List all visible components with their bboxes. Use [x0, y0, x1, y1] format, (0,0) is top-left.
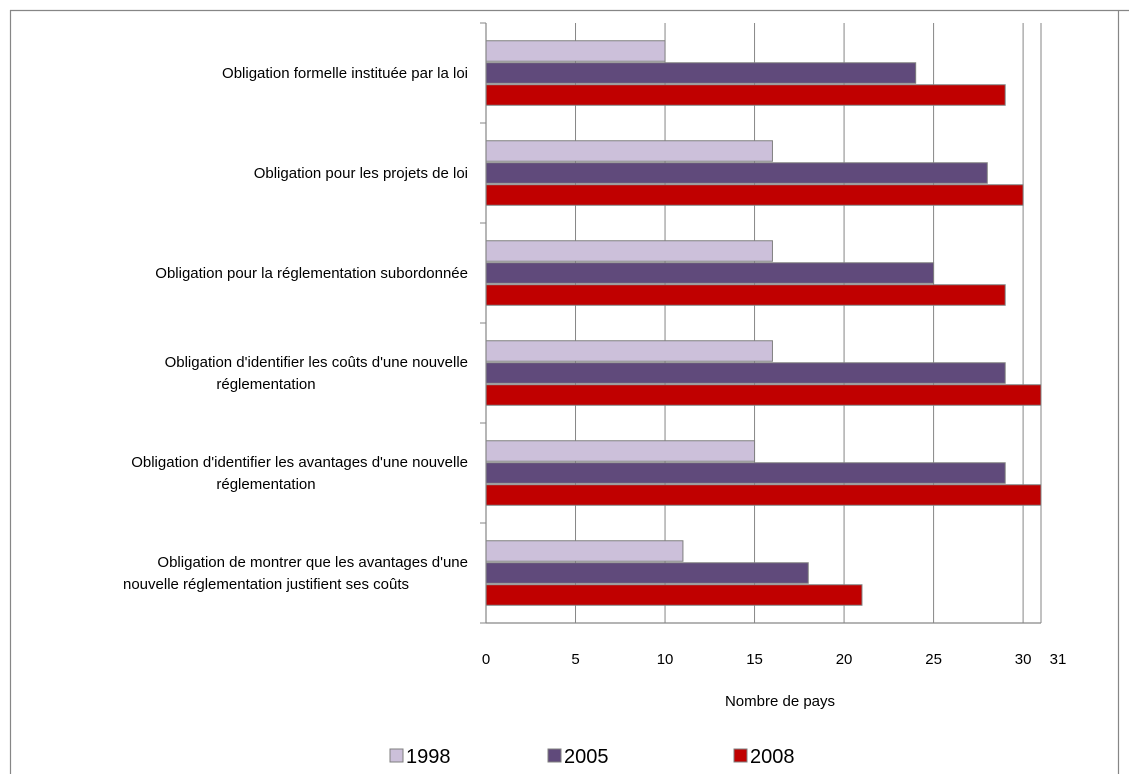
bar-2008-cat-5 — [485, 484, 1042, 506]
bar-2008-cat-6 — [485, 584, 863, 606]
x-tick-label-5: 5 — [571, 651, 579, 668]
legend-label-2005: 2005 — [564, 746, 609, 768]
bar-2008-cat-1 — [485, 84, 1006, 106]
bar-1998-cat-3 — [485, 240, 773, 262]
bar-1998-cat-1 — [485, 40, 666, 62]
x-tick-label-20: 20 — [836, 651, 853, 668]
category-label-3: Obligation pour la réglementation subord… — [155, 265, 468, 282]
bar-2008-cat-3 — [485, 284, 1006, 306]
legend-label-2008: 2008 — [750, 746, 795, 768]
category-label-5: Obligation d'identifier les avantages d'… — [131, 454, 468, 493]
bar-1998-cat-4 — [485, 340, 773, 362]
bar-2005-cat-1 — [485, 62, 917, 84]
bar-2005-cat-6 — [485, 562, 809, 584]
x-tick-label-10: 10 — [657, 651, 674, 668]
x-tick-label-0: 0 — [482, 651, 490, 668]
legend-label-1998: 1998 — [406, 746, 451, 768]
legend-item-1998: 1998 — [389, 746, 451, 768]
bar-1998-cat-2 — [485, 140, 773, 162]
category-label-1: Obligation formelle instituée par la loi — [222, 65, 468, 82]
bar-1998-cat-5 — [485, 440, 756, 462]
legend-swatch-1998 — [389, 748, 404, 763]
bar-2005-cat-3 — [485, 262, 935, 284]
category-label-6: Obligation de montrer que les avantages … — [123, 554, 468, 593]
bar-2008-cat-2 — [485, 184, 1024, 206]
bar-1998-cat-6 — [485, 540, 684, 562]
category-label-4: Obligation d'identifier les coûts d'une … — [165, 354, 468, 393]
legend-item-2005: 2005 — [547, 746, 609, 768]
x-tick-label-30: 30 — [1015, 651, 1032, 668]
x-tick-label-31: 31 — [1050, 651, 1067, 668]
legend-swatch-2005 — [547, 748, 562, 763]
bar-2005-cat-4 — [485, 362, 1006, 384]
x-axis-title: Nombre de pays — [725, 693, 835, 710]
bar-2005-cat-5 — [485, 462, 1006, 484]
bar-2008-cat-4 — [485, 384, 1042, 406]
legend-item-2008: 2008 — [733, 746, 795, 768]
bar-2005-cat-2 — [485, 162, 988, 184]
x-tick-label-15: 15 — [746, 651, 763, 668]
category-label-2: Obligation pour les projets de loi — [254, 165, 468, 182]
legend-swatch-2008 — [733, 748, 748, 763]
x-tick-label-25: 25 — [925, 651, 942, 668]
